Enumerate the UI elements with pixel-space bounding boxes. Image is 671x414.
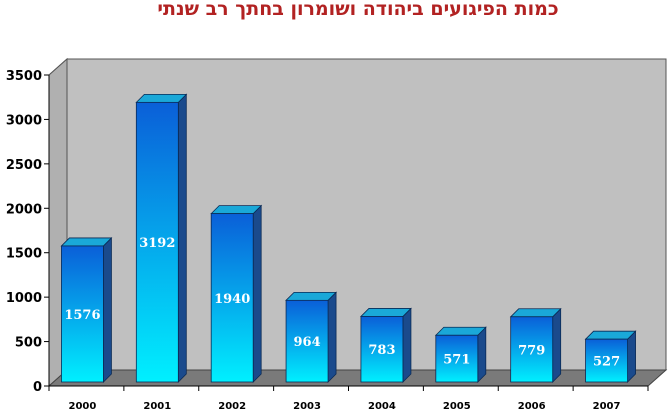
bar-top (135, 93, 188, 103)
bar (360, 316, 404, 383)
y-tick-label: 3500 (6, 69, 42, 84)
plot-area: 0 500 1000 1500 2000 2500 3000 3500 1576 2000 3192… (6, 57, 668, 412)
bar (210, 213, 254, 383)
data-label: 783 (368, 343, 395, 358)
x-tick-label: 2003 (293, 401, 321, 412)
bar-side (627, 330, 636, 383)
bar (135, 101, 179, 383)
bar-side (177, 93, 187, 383)
bar-side (402, 307, 412, 383)
bar-top (210, 205, 263, 215)
data-label: 964 (293, 335, 320, 350)
bar (435, 334, 479, 383)
y-tick-label: 2500 (6, 158, 42, 173)
x-tick-label: 2007 (593, 401, 621, 412)
bar-side (252, 204, 262, 383)
x-tick-label: 2004 (368, 401, 396, 412)
y-tick-label: 3000 (6, 113, 42, 128)
bar-side (552, 307, 562, 383)
y-tick-label: 1000 (6, 291, 42, 306)
bar-top (584, 330, 637, 340)
x-tick-label: 2001 (143, 401, 171, 412)
bar-top (285, 291, 338, 301)
data-label: 779 (518, 343, 545, 358)
data-label: 1940 (214, 292, 250, 307)
y-tick-label: 1500 (6, 247, 42, 262)
y-tick-label: 2000 (6, 202, 42, 217)
data-label: 3192 (139, 236, 175, 251)
bar-top (60, 237, 113, 247)
bar-side (477, 326, 487, 383)
x-tick-label: 2002 (218, 401, 246, 412)
bar-side (327, 291, 337, 383)
bar (510, 316, 554, 383)
x-tick-label: 2005 (443, 401, 471, 412)
data-label: 571 (443, 353, 470, 368)
data-label: 1576 (64, 308, 100, 323)
bar-top (509, 308, 562, 318)
x-tick-label: 2000 (69, 401, 97, 412)
chart-title: כמות הפיגועים ביהודה ושומרון בחתך רב שנת… (157, 0, 558, 20)
x-tick-label: 2006 (518, 401, 546, 412)
data-label: 527 (593, 355, 620, 370)
y-tick-label: 500 (15, 336, 42, 351)
bar-top (434, 326, 487, 336)
y-tick-label: 0 (33, 380, 42, 395)
bar-top (359, 308, 412, 317)
bar-side (103, 236, 112, 383)
bar (285, 299, 329, 383)
bar (585, 338, 628, 383)
bar (61, 245, 104, 383)
